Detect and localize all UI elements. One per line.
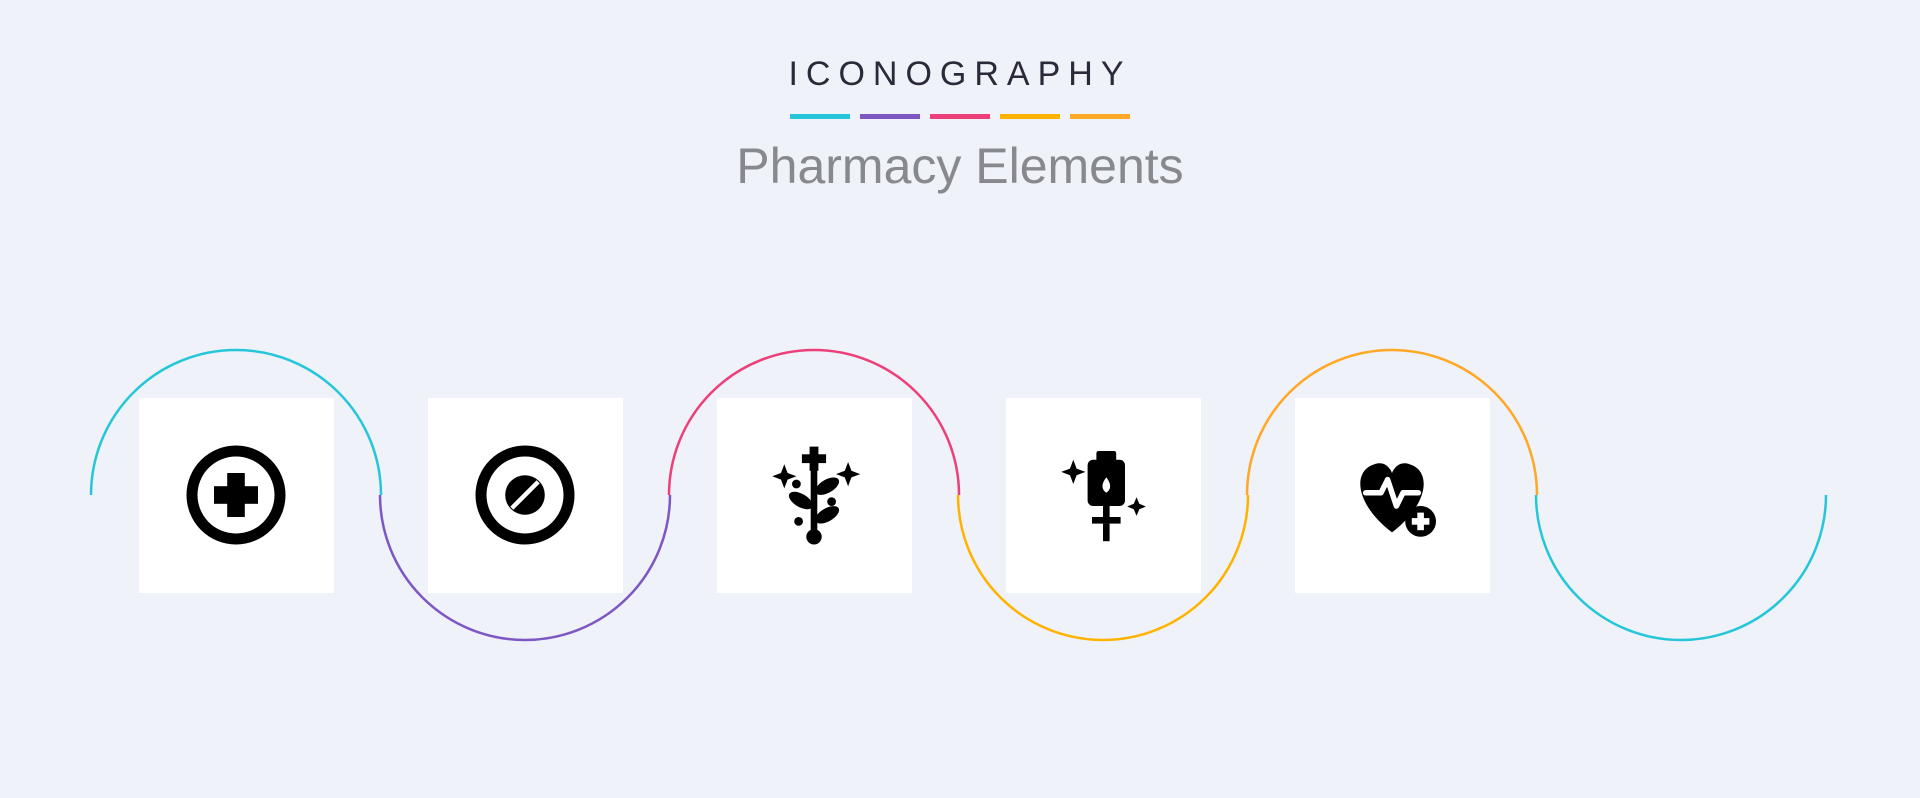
icon-card — [1006, 398, 1201, 593]
medical-plus-circle-icon — [181, 440, 291, 550]
accent-stripe — [1000, 114, 1060, 119]
heart-pulse-icon — [1337, 440, 1447, 550]
icon-canvas — [0, 260, 1920, 798]
icon-card — [139, 398, 334, 593]
iv-drip-icon — [1048, 440, 1158, 550]
accent-stripe — [930, 114, 990, 119]
pill-circle-icon — [470, 440, 580, 550]
accent-stripe — [1070, 114, 1130, 119]
accent-stripe — [860, 114, 920, 119]
accent-stripe — [790, 114, 850, 119]
herbal-plant-icon — [759, 440, 869, 550]
icon-card — [428, 398, 623, 593]
icon-card — [1295, 398, 1490, 593]
page-title: Pharmacy Elements — [0, 137, 1920, 195]
icon-card — [717, 398, 912, 593]
stripe-row — [0, 114, 1920, 119]
header: ICONOGRAPHY Pharmacy Elements — [0, 0, 1920, 195]
brand-text: ICONOGRAPHY — [0, 55, 1920, 94]
